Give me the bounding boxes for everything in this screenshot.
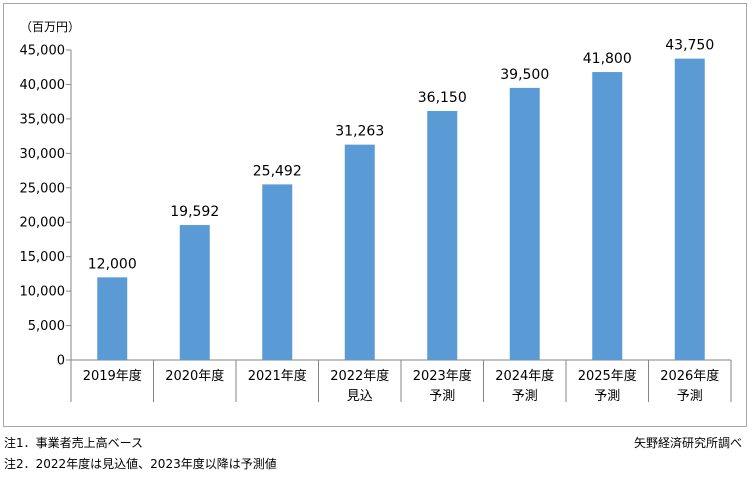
footnote-2: 注2．2022年度は見込値、2023年度以降は予測値 <box>4 457 277 471</box>
data-label: 25,492 <box>253 163 302 179</box>
chart-frame: （百万円） 0 5,000 10,000 15,000 20,000 25,000 30,00… <box>3 3 747 427</box>
y-tick-label: 5,000 <box>28 319 65 334</box>
x-tick-label: 2026年度 <box>660 368 719 384</box>
x-tick-label: 見込 <box>347 389 373 404</box>
x-tick-label: 2021年度 <box>248 368 307 384</box>
y-tick-label: 35,000 <box>20 112 66 127</box>
x-tick-label: 2023年度 <box>413 368 472 384</box>
x-tick-label: 2025年度 <box>578 368 637 384</box>
data-label: 19,592 <box>170 204 219 220</box>
y-tick-label: 40,000 <box>20 78 66 93</box>
x-tick-label: 2022年度 <box>330 368 389 384</box>
x-tick-label: 2020年度 <box>165 368 224 384</box>
y-tick-label: 25,000 <box>20 181 66 196</box>
y-tick-label: 10,000 <box>20 285 66 300</box>
x-tick-label: 予測 <box>594 389 620 404</box>
data-label: 43,750 <box>665 38 714 54</box>
data-label: 12,000 <box>88 256 137 272</box>
footnote-1: 注1．事業者売上高ベース <box>4 436 144 450</box>
y-tick-label: 15,000 <box>20 250 66 265</box>
bar <box>592 72 623 361</box>
x-tick-label: 2024年度 <box>495 368 554 384</box>
data-label: 39,500 <box>500 67 549 83</box>
data-label: 36,150 <box>418 90 467 106</box>
bar <box>427 110 458 360</box>
bar-chart: （百万円） 0 5,000 10,000 15,000 20,000 25,000 30,00… <box>20 20 732 404</box>
y-tick-label: 20,000 <box>20 216 66 231</box>
bar <box>509 87 540 360</box>
x-tick-label: 予測 <box>512 389 538 404</box>
unit-label: （百万円） <box>20 20 80 34</box>
x-tick-label: 2019年度 <box>83 368 142 384</box>
data-label: 41,800 <box>583 51 632 67</box>
source-note: 矢野経済研究所調べ <box>633 436 742 450</box>
bar <box>674 58 705 360</box>
y-tick-label: 30,000 <box>20 147 66 162</box>
x-tick-label: 予測 <box>677 389 703 404</box>
data-label: 31,263 <box>335 124 384 140</box>
bar <box>97 277 128 360</box>
x-tick-label: 予測 <box>429 389 455 404</box>
y-tick-label: 0 <box>57 354 65 369</box>
bar <box>262 184 293 360</box>
bar <box>179 225 210 360</box>
bar <box>344 144 375 360</box>
y-tick-label: 45,000 <box>20 44 66 59</box>
